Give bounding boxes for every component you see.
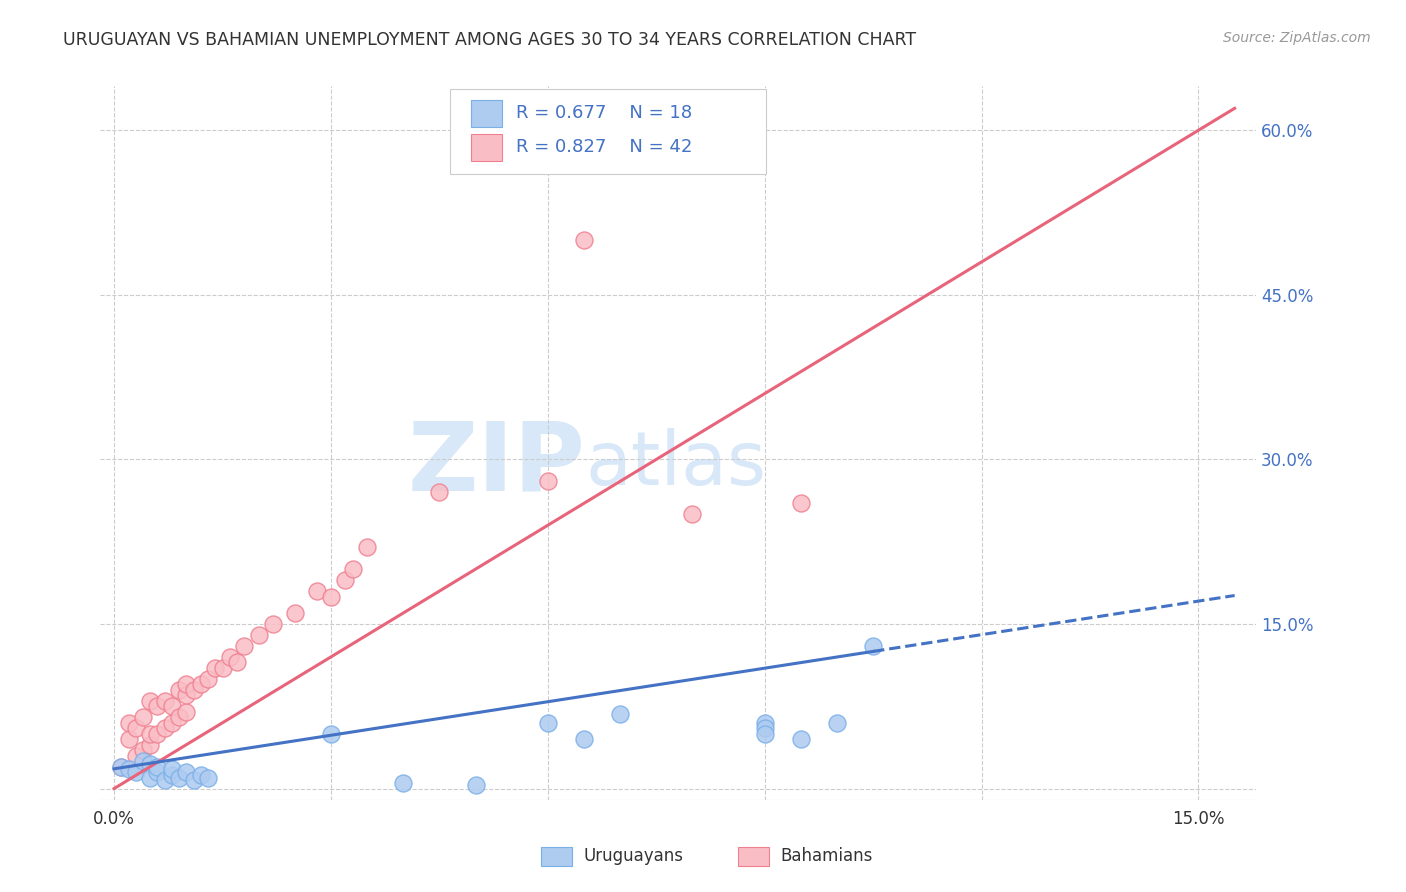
Point [132, 710, 155, 724]
Point [204, 661, 226, 675]
Point [183, 772, 205, 787]
Point [392, 776, 415, 790]
Point [139, 771, 162, 785]
Point [825, 715, 848, 730]
Point [125, 765, 148, 780]
Point [146, 699, 169, 714]
Text: URUGUAYAN VS BAHAMIAN UNEMPLOYMENT AMONG AGES 30 TO 34 YEARS CORRELATION CHART: URUGUAYAN VS BAHAMIAN UNEMPLOYMENT AMONG… [63, 31, 917, 49]
Point [160, 699, 183, 714]
Point [132, 754, 155, 768]
Point [537, 475, 560, 489]
Point [754, 727, 776, 741]
Point [183, 682, 205, 697]
Point [139, 727, 162, 741]
Point [153, 721, 176, 735]
Text: Bahamians: Bahamians [780, 847, 873, 865]
Point [226, 656, 249, 670]
Point [319, 727, 342, 741]
Point [167, 682, 190, 697]
Point [754, 721, 776, 735]
Point [233, 639, 256, 653]
Point [754, 715, 776, 730]
Point [862, 639, 884, 653]
Point [117, 762, 139, 776]
Point [464, 778, 486, 792]
Text: Uruguayans: Uruguayans [583, 847, 683, 865]
Point [572, 732, 595, 747]
Point [176, 765, 198, 780]
Point [262, 617, 284, 632]
Point [125, 721, 148, 735]
Point [160, 768, 183, 782]
Point [342, 562, 364, 576]
Text: R = 0.827    N = 42: R = 0.827 N = 42 [516, 138, 692, 156]
Point [139, 694, 162, 708]
Point [176, 705, 198, 719]
Point [160, 762, 183, 776]
Point [176, 688, 198, 702]
Point [153, 694, 176, 708]
Text: R = 0.677    N = 18: R = 0.677 N = 18 [516, 104, 692, 122]
Text: ZIP: ZIP [408, 417, 585, 511]
Point [356, 540, 378, 554]
Text: atlas: atlas [585, 428, 766, 500]
Point [305, 584, 328, 599]
Point [139, 757, 162, 772]
Point [146, 727, 169, 741]
Point [190, 677, 212, 691]
Point [319, 590, 342, 604]
Point [117, 732, 139, 747]
Point [146, 759, 169, 773]
Point [218, 649, 240, 664]
Point [211, 661, 233, 675]
Point [247, 628, 270, 642]
Point [190, 768, 212, 782]
Point [609, 706, 631, 721]
Point [681, 508, 703, 522]
Point [160, 715, 183, 730]
Point [197, 672, 219, 686]
Point [167, 710, 190, 724]
Point [197, 771, 219, 785]
Point [132, 743, 155, 757]
Point [176, 677, 198, 691]
Point [572, 233, 595, 247]
Point [429, 485, 451, 500]
Point [335, 573, 357, 587]
Point [167, 771, 190, 785]
Point [110, 759, 132, 773]
Point [790, 732, 813, 747]
Text: Source: ZipAtlas.com: Source: ZipAtlas.com [1223, 31, 1371, 45]
Point [125, 748, 148, 763]
Point [537, 715, 560, 730]
Point [790, 496, 813, 510]
Point [110, 759, 132, 773]
Point [153, 772, 176, 787]
Point [117, 715, 139, 730]
Point [146, 765, 169, 780]
Point [139, 738, 162, 752]
Point [284, 606, 307, 620]
